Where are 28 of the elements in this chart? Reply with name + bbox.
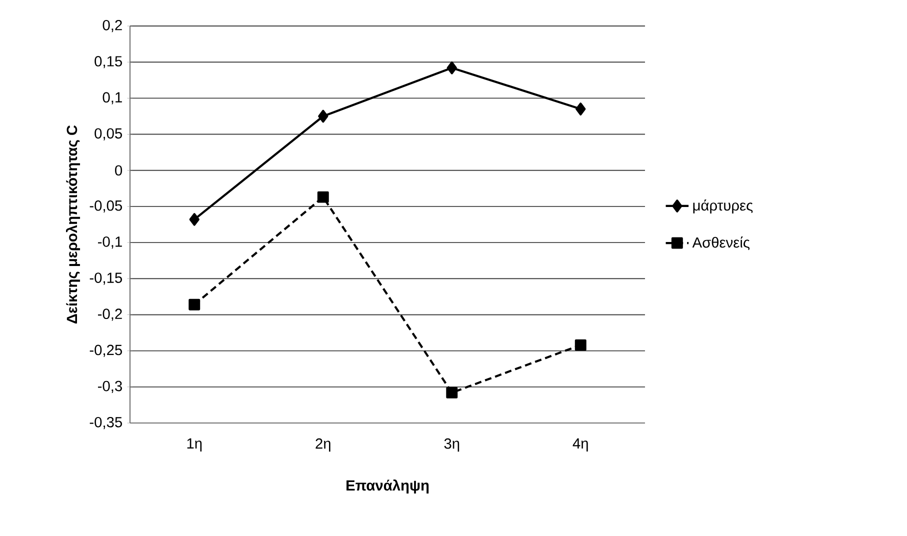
y-tick-label: -0,35 xyxy=(90,416,122,430)
point xyxy=(189,213,200,226)
y-tick-label: -0,1 xyxy=(98,236,122,249)
y-tick-label: 0,15 xyxy=(94,56,122,68)
y-tick-label: 0,2 xyxy=(102,20,122,32)
point xyxy=(188,298,200,310)
point xyxy=(576,102,586,116)
point xyxy=(574,339,586,351)
legend-label: Ασθενείς xyxy=(692,236,750,250)
legend-label: μάρτυρες xyxy=(693,199,753,214)
y-tick-label: 0,1 xyxy=(102,92,122,104)
y-tick-label: 0,05 xyxy=(94,128,122,140)
point xyxy=(317,191,329,203)
x-tick-label: 1η xyxy=(187,438,202,452)
x-tick-label: 3η xyxy=(444,438,460,452)
y-tick-label: -0,25 xyxy=(90,344,122,357)
x-tick-label: 2η xyxy=(316,438,330,452)
y-tick-label: -0,15 xyxy=(90,272,122,285)
x-axis-title: Επανάληψη xyxy=(346,479,429,494)
y-tick-label: -0,3 xyxy=(98,380,122,393)
point xyxy=(446,61,457,74)
x-tick-label: 4η xyxy=(572,438,588,452)
y-tick-label: -0,05 xyxy=(90,200,122,213)
point xyxy=(446,386,458,398)
y-axis-title: Δείκτης μεροληπτικότητας C xyxy=(66,125,80,324)
point xyxy=(318,110,328,123)
y-tick-label: 0 xyxy=(115,165,122,176)
y-tick-label: -0,2 xyxy=(98,308,122,321)
